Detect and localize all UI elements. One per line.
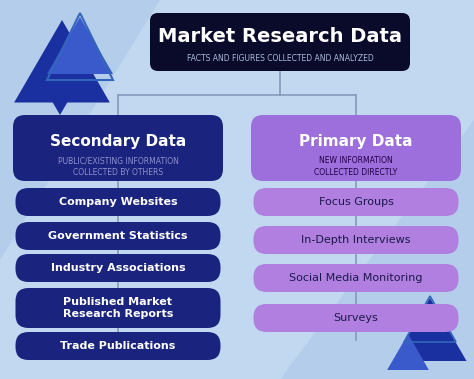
Text: NEW INFORMATION
COLLECTED DIRECTLY: NEW INFORMATION COLLECTED DIRECTLY	[314, 156, 398, 177]
FancyBboxPatch shape	[254, 304, 458, 332]
FancyBboxPatch shape	[254, 226, 458, 254]
Text: Focus Groups: Focus Groups	[319, 197, 393, 207]
FancyBboxPatch shape	[254, 264, 458, 292]
Polygon shape	[14, 20, 110, 102]
Text: Government Statistics: Government Statistics	[48, 231, 188, 241]
FancyBboxPatch shape	[16, 332, 220, 360]
Text: Market Research Data: Market Research Data	[158, 27, 402, 46]
Polygon shape	[280, 120, 474, 379]
Text: Company Websites: Company Websites	[59, 197, 177, 207]
Text: Social Media Monitoring: Social Media Monitoring	[289, 273, 423, 283]
Text: Trade Publications: Trade Publications	[60, 341, 176, 351]
Polygon shape	[393, 298, 466, 361]
Text: In-Depth Interviews: In-Depth Interviews	[301, 235, 411, 245]
FancyBboxPatch shape	[150, 13, 410, 71]
FancyBboxPatch shape	[16, 288, 220, 328]
Text: Primary Data: Primary Data	[299, 134, 413, 149]
FancyBboxPatch shape	[16, 188, 220, 216]
Text: Published Market
Research Reports: Published Market Research Reports	[63, 297, 173, 319]
Text: PUBLIC/EXISTING INFORMATION
COLLECTED BY OTHERS: PUBLIC/EXISTING INFORMATION COLLECTED BY…	[57, 156, 178, 177]
Polygon shape	[47, 17, 113, 74]
Text: Secondary Data: Secondary Data	[50, 134, 186, 149]
FancyBboxPatch shape	[16, 254, 220, 282]
FancyBboxPatch shape	[16, 222, 220, 250]
Polygon shape	[0, 0, 160, 260]
FancyBboxPatch shape	[254, 188, 458, 216]
Text: FACTS AND FIGURES COLLECTED AND ANALYZED: FACTS AND FIGURES COLLECTED AND ANALYZED	[187, 54, 374, 63]
FancyBboxPatch shape	[13, 115, 223, 181]
Polygon shape	[43, 85, 77, 115]
Text: Surveys: Surveys	[334, 313, 378, 323]
Text: Industry Associations: Industry Associations	[51, 263, 185, 273]
FancyBboxPatch shape	[251, 115, 461, 181]
Polygon shape	[387, 334, 429, 370]
